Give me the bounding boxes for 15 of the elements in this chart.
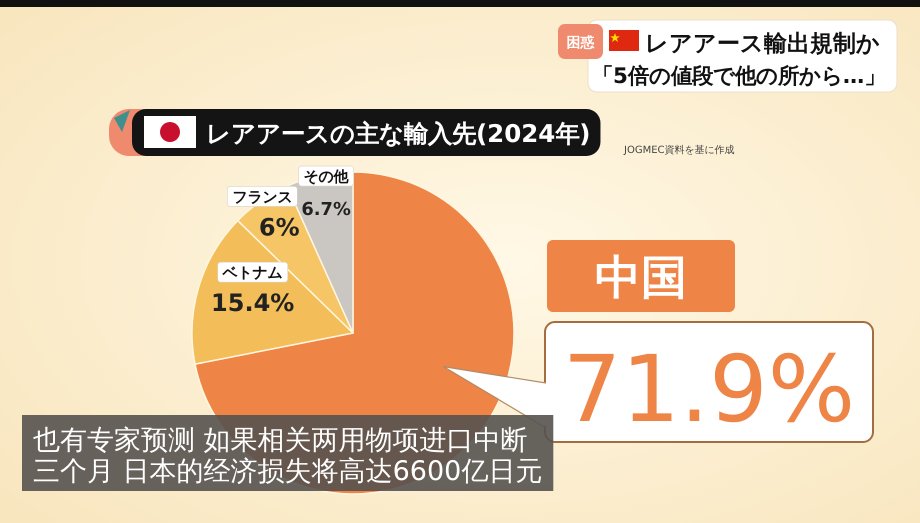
slice-label: その他 <box>304 168 350 186</box>
chart-title: レアアースの主な輸入先(2024年) <box>206 119 590 148</box>
slice-label: ベトナム <box>222 264 283 282</box>
slice-label: 中国 <box>595 250 687 304</box>
data-label: 6.7% <box>301 199 351 220</box>
data-label: 71.9% <box>562 336 856 443</box>
data-label: 15.4% <box>211 289 294 318</box>
text: 三个月 日本的经济损失将高达6600亿日元 <box>33 456 542 487</box>
text: JOGMEC資料を基に作成 <box>623 144 734 156</box>
text: 「5倍の値段で他の所から…」 <box>592 64 886 89</box>
slice-label: フランス <box>232 188 292 206</box>
text: レアアース輸出規制か <box>645 31 880 57</box>
data-label: 6% <box>258 213 300 242</box>
text: 困惑 <box>566 35 596 51</box>
text: 也有专家预测 如果相关两用物项进口中断 <box>33 425 528 456</box>
